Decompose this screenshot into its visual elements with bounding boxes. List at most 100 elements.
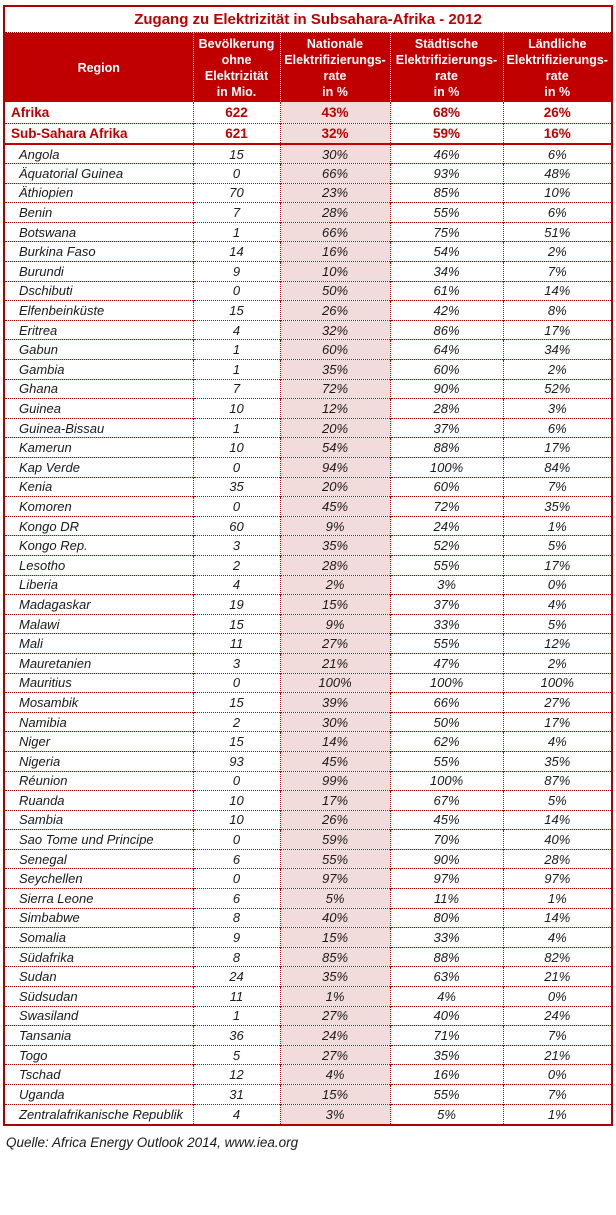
rural-rate-cell: 14% [502,809,611,830]
region-cell: Sierra Leone [5,888,193,909]
rural-rate-cell: 21% [502,1044,611,1065]
population-cell: 4 [192,574,280,595]
national-rate-cell: 9% [279,613,390,634]
national-rate-cell: 99% [279,770,390,791]
region-cell: Ghana [5,378,193,399]
region-cell: Südafrika [5,946,193,967]
urban-rate-cell: 88% [389,437,503,458]
national-rate-cell: 40% [279,907,390,928]
national-rate-cell: 30% [279,143,390,164]
table-row: Swasiland 1 27% 40% 24% [5,1005,611,1026]
rural-rate-cell: 14% [502,280,611,301]
table-row: Madagaskar 19 15% 37% 4% [5,594,611,615]
source-note: Quelle: Africa Energy Outlook 2014, www.… [6,1134,299,1150]
region-cell: Benin [5,202,193,223]
rural-rate-cell: 1% [502,515,611,536]
region-cell: Réunion [5,770,193,791]
region-cell: Swasiland [5,1005,193,1026]
urban-rate-cell: 100% [389,672,503,693]
region-cell: Äquatorial Guinea [5,163,193,184]
urban-rate-cell: 88% [389,946,503,967]
national-rate-cell: 17% [279,790,390,811]
table-row: Südsudan 11 1% 4% 0% [5,986,611,1007]
national-rate-cell: 35% [279,535,390,556]
column-header: Ländliche Elektrifizierungs- rate in % [502,33,611,102]
table-row: Benin 7 28% 55% 6% [5,202,611,223]
table-row: Senegal 6 55% 90% 28% [5,848,611,869]
table-row: Gabun 1 60% 64% 34% [5,339,611,360]
population-cell: 35 [192,476,280,497]
urban-rate-cell: 45% [389,809,503,830]
table-row: Äthiopien 70 23% 85% 10% [5,182,611,203]
national-rate-cell: 3% [279,1103,390,1124]
summary-row: Afrika 622 43% 68% 26% [5,102,611,123]
table-row: Tansania 36 24% 71% 7% [5,1025,611,1046]
table-row: Kap Verde 0 94% 100% 84% [5,457,611,478]
population-cell: 3 [192,535,280,556]
urban-rate-cell: 72% [389,496,503,517]
population-cell: 15 [192,613,280,634]
population-cell: 10 [192,790,280,811]
region-cell: Uganda [5,1084,193,1105]
table-header: Region Bevölkerung ohne Elektrizität in M… [5,33,611,102]
rural-rate-cell: 17% [502,554,611,576]
urban-rate-cell: 4% [389,986,503,1007]
region-cell: Malawi [5,613,193,634]
population-cell: 0 [192,770,280,791]
population-cell: 0 [192,868,280,889]
national-rate-cell: 43% [279,102,390,123]
region-cell: Madagaskar [5,594,193,615]
region-cell: Tschad [5,1064,193,1085]
table-row: Mali 11 27% 55% 12% [5,633,611,654]
urban-rate-cell: 46% [389,143,503,164]
table-row: Ghana 7 72% 90% 52% [5,378,611,399]
rural-rate-cell: 87% [502,770,611,791]
column-header: Nationale Elektrifizierungs- rate in % [279,33,390,102]
population-cell: 1 [192,417,280,438]
urban-rate-cell: 60% [389,359,503,380]
table-row: Botswana 1 66% 75% 51% [5,221,611,242]
region-cell: Sao Tome und Principe [5,829,193,850]
region-cell: Mauretanien [5,652,193,674]
region-cell: Mosambik [5,692,193,713]
population-cell: 6 [192,848,280,869]
rural-rate-cell: 4% [502,927,611,948]
rural-rate-cell: 52% [502,378,611,399]
population-cell: 0 [192,163,280,184]
rural-rate-cell: 6% [502,202,611,223]
table-row: Seychellen 0 97% 97% 97% [5,868,611,889]
population-cell: 70 [192,182,280,203]
region-cell: Eritrea [5,319,193,340]
table-row: Tschad 12 4% 16% 0% [5,1064,611,1085]
region-cell: Kamerun [5,437,193,458]
population-cell: 0 [192,672,280,693]
urban-rate-cell: 67% [389,790,503,811]
urban-rate-cell: 60% [389,476,503,497]
national-rate-cell: 97% [279,868,390,889]
region-cell: Namibia [5,711,193,732]
urban-rate-cell: 37% [389,417,503,438]
region-cell: Sudan [5,966,193,987]
national-rate-cell: 27% [279,633,390,654]
urban-rate-cell: 55% [389,1084,503,1105]
table-row: Mauretanien 3 21% 47% 2% [5,652,611,674]
region-cell: Guinea [5,398,193,419]
table-row: Kongo Rep. 3 35% 52% 5% [5,535,611,556]
rural-rate-cell: 2% [502,652,611,674]
rural-rate-cell: 6% [502,417,611,438]
population-cell: 2 [192,711,280,732]
rural-rate-cell: 48% [502,163,611,184]
region-cell: Mauritius [5,672,193,693]
table-row: Guinea 10 12% 28% 3% [5,398,611,419]
population-cell: 9 [192,261,280,282]
population-cell: 0 [192,496,280,517]
urban-rate-cell: 47% [389,652,503,674]
electrification-table: Region Bevölkerung ohne Elektrizität in M… [5,33,611,1124]
population-cell: 0 [192,829,280,850]
national-rate-cell: 24% [279,1025,390,1046]
rural-rate-cell: 7% [502,261,611,282]
national-rate-cell: 26% [279,809,390,830]
population-cell: 622 [192,102,280,123]
region-cell: Sambia [5,809,193,830]
region-cell: Afrika [11,104,50,120]
